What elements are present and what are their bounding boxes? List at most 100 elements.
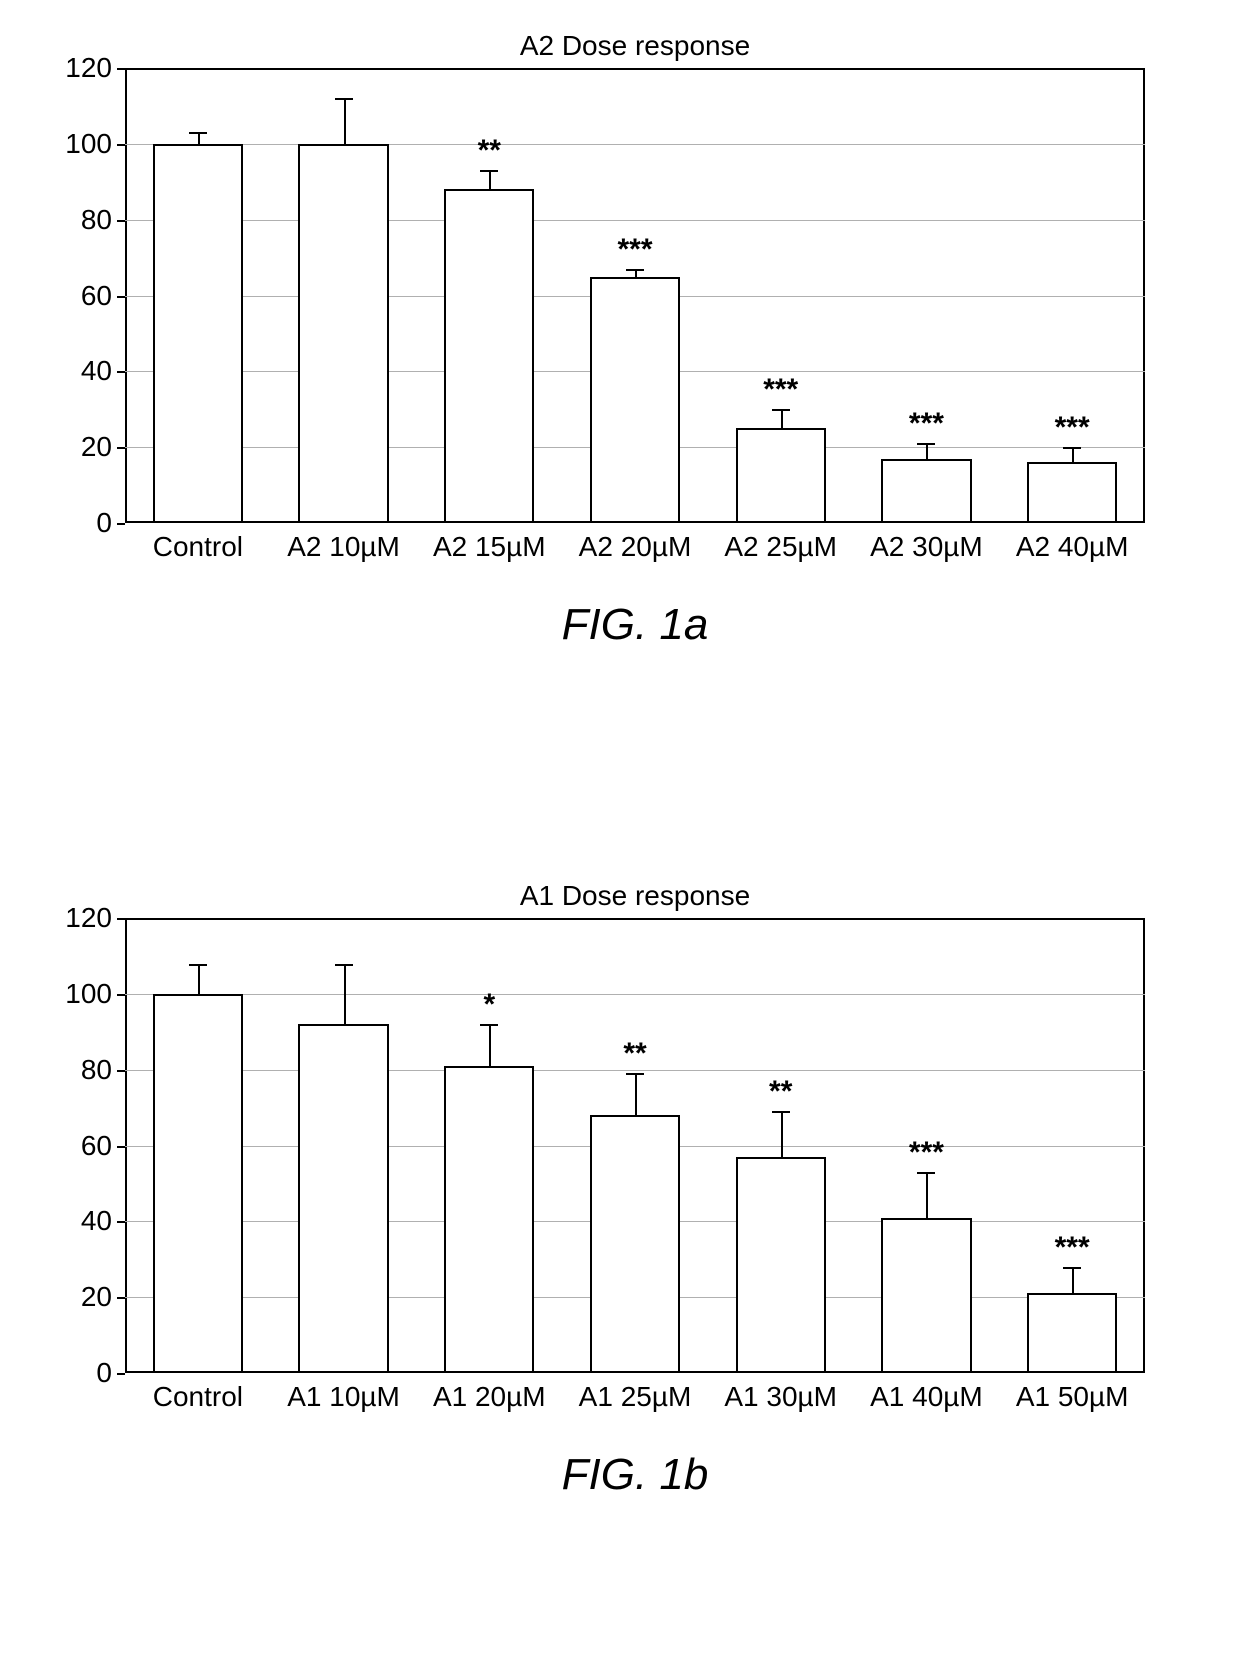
error-bar (344, 964, 346, 1025)
y-tick-mark (117, 371, 125, 373)
x-tick-label: A1 20µM (416, 1381, 562, 1413)
error-cap (917, 1172, 935, 1174)
figure-caption: FIG. 1b (125, 1450, 1145, 1500)
bar (590, 1115, 680, 1373)
y-tick-label: 60 (52, 280, 112, 312)
x-tick-label: A2 20µM (562, 531, 708, 563)
y-tick-label: 60 (52, 1130, 112, 1162)
y-tick-mark (117, 144, 125, 146)
significance-label: *** (1022, 411, 1122, 445)
error-bar (635, 1073, 637, 1115)
significance-label: *** (585, 233, 685, 267)
significance-label: *** (876, 407, 976, 441)
y-tick-mark (117, 68, 125, 70)
y-tick-mark (117, 1297, 125, 1299)
y-tick-mark (117, 296, 125, 298)
error-cap (626, 269, 644, 271)
y-tick-label: 80 (52, 204, 112, 236)
x-tick-label: A1 10µM (271, 1381, 417, 1413)
y-tick-mark (117, 918, 125, 920)
bar (298, 1024, 388, 1373)
significance-label: *** (731, 373, 831, 407)
error-bar (489, 1024, 491, 1066)
y-tick-mark (117, 447, 125, 449)
figure-root: A2 Dose response020406080100120ControlA2… (0, 0, 1240, 1671)
chart-title: A1 Dose response (125, 880, 1145, 912)
bar (298, 144, 388, 523)
significance-label: ** (439, 134, 539, 168)
y-tick-mark (117, 220, 125, 222)
significance-label: ** (585, 1037, 685, 1071)
y-tick-mark (117, 1070, 125, 1072)
x-tick-label: Control (125, 531, 271, 563)
x-tick-label: A2 25µM (708, 531, 854, 563)
y-tick-label: 80 (52, 1054, 112, 1086)
figure-caption: FIG. 1a (125, 600, 1145, 650)
error-bar (344, 98, 346, 144)
x-tick-label: A2 30µM (854, 531, 1000, 563)
grid-line (125, 144, 1145, 145)
bar (881, 459, 971, 523)
y-tick-label: 120 (52, 52, 112, 84)
error-cap (772, 1111, 790, 1113)
bar (153, 144, 243, 523)
x-tick-label: A2 10µM (271, 531, 417, 563)
x-tick-label: A2 40µM (999, 531, 1145, 563)
error-bar (926, 443, 928, 458)
x-tick-label: A2 15µM (416, 531, 562, 563)
bar (1027, 462, 1117, 523)
y-tick-label: 20 (52, 1281, 112, 1313)
significance-label: *** (1022, 1231, 1122, 1265)
x-tick-label: A1 30µM (708, 1381, 854, 1413)
error-cap (480, 170, 498, 172)
bar (736, 428, 826, 523)
error-cap (335, 98, 353, 100)
y-tick-mark (117, 1146, 125, 1148)
y-tick-mark (117, 523, 125, 525)
error-bar (781, 1111, 783, 1157)
grid-line (125, 994, 1145, 995)
chart-title: A2 Dose response (125, 30, 1145, 62)
error-cap (189, 964, 207, 966)
y-tick-label: 0 (52, 1357, 112, 1389)
y-tick-mark (117, 1221, 125, 1223)
significance-label: ** (731, 1075, 831, 1109)
y-tick-label: 100 (52, 978, 112, 1010)
y-tick-label: 40 (52, 1205, 112, 1237)
error-cap (335, 964, 353, 966)
error-bar (781, 409, 783, 428)
bar (736, 1157, 826, 1373)
y-tick-label: 40 (52, 355, 112, 387)
x-tick-label: A1 50µM (999, 1381, 1145, 1413)
x-tick-label: A1 25µM (562, 1381, 708, 1413)
error-cap (772, 409, 790, 411)
bar (153, 994, 243, 1373)
bar (590, 277, 680, 523)
grid-line (125, 220, 1145, 221)
error-cap (1063, 447, 1081, 449)
bar (1027, 1293, 1117, 1373)
y-tick-label: 20 (52, 431, 112, 463)
significance-label: * (439, 988, 539, 1022)
y-tick-mark (117, 1373, 125, 1375)
x-tick-label: Control (125, 1381, 271, 1413)
y-tick-label: 120 (52, 902, 112, 934)
error-bar (198, 964, 200, 994)
error-bar (489, 170, 491, 189)
y-tick-mark (117, 994, 125, 996)
significance-label: *** (876, 1136, 976, 1170)
error-cap (480, 1024, 498, 1026)
error-cap (917, 443, 935, 445)
x-tick-label: A1 40µM (854, 1381, 1000, 1413)
error-bar (1072, 447, 1074, 462)
error-bar (1072, 1267, 1074, 1294)
error-cap (1063, 1267, 1081, 1269)
bar (444, 189, 534, 523)
error-bar (926, 1172, 928, 1218)
bar (881, 1218, 971, 1373)
error-cap (189, 132, 207, 134)
error-cap (626, 1073, 644, 1075)
bar (444, 1066, 534, 1373)
y-tick-label: 100 (52, 128, 112, 160)
y-tick-label: 0 (52, 507, 112, 539)
